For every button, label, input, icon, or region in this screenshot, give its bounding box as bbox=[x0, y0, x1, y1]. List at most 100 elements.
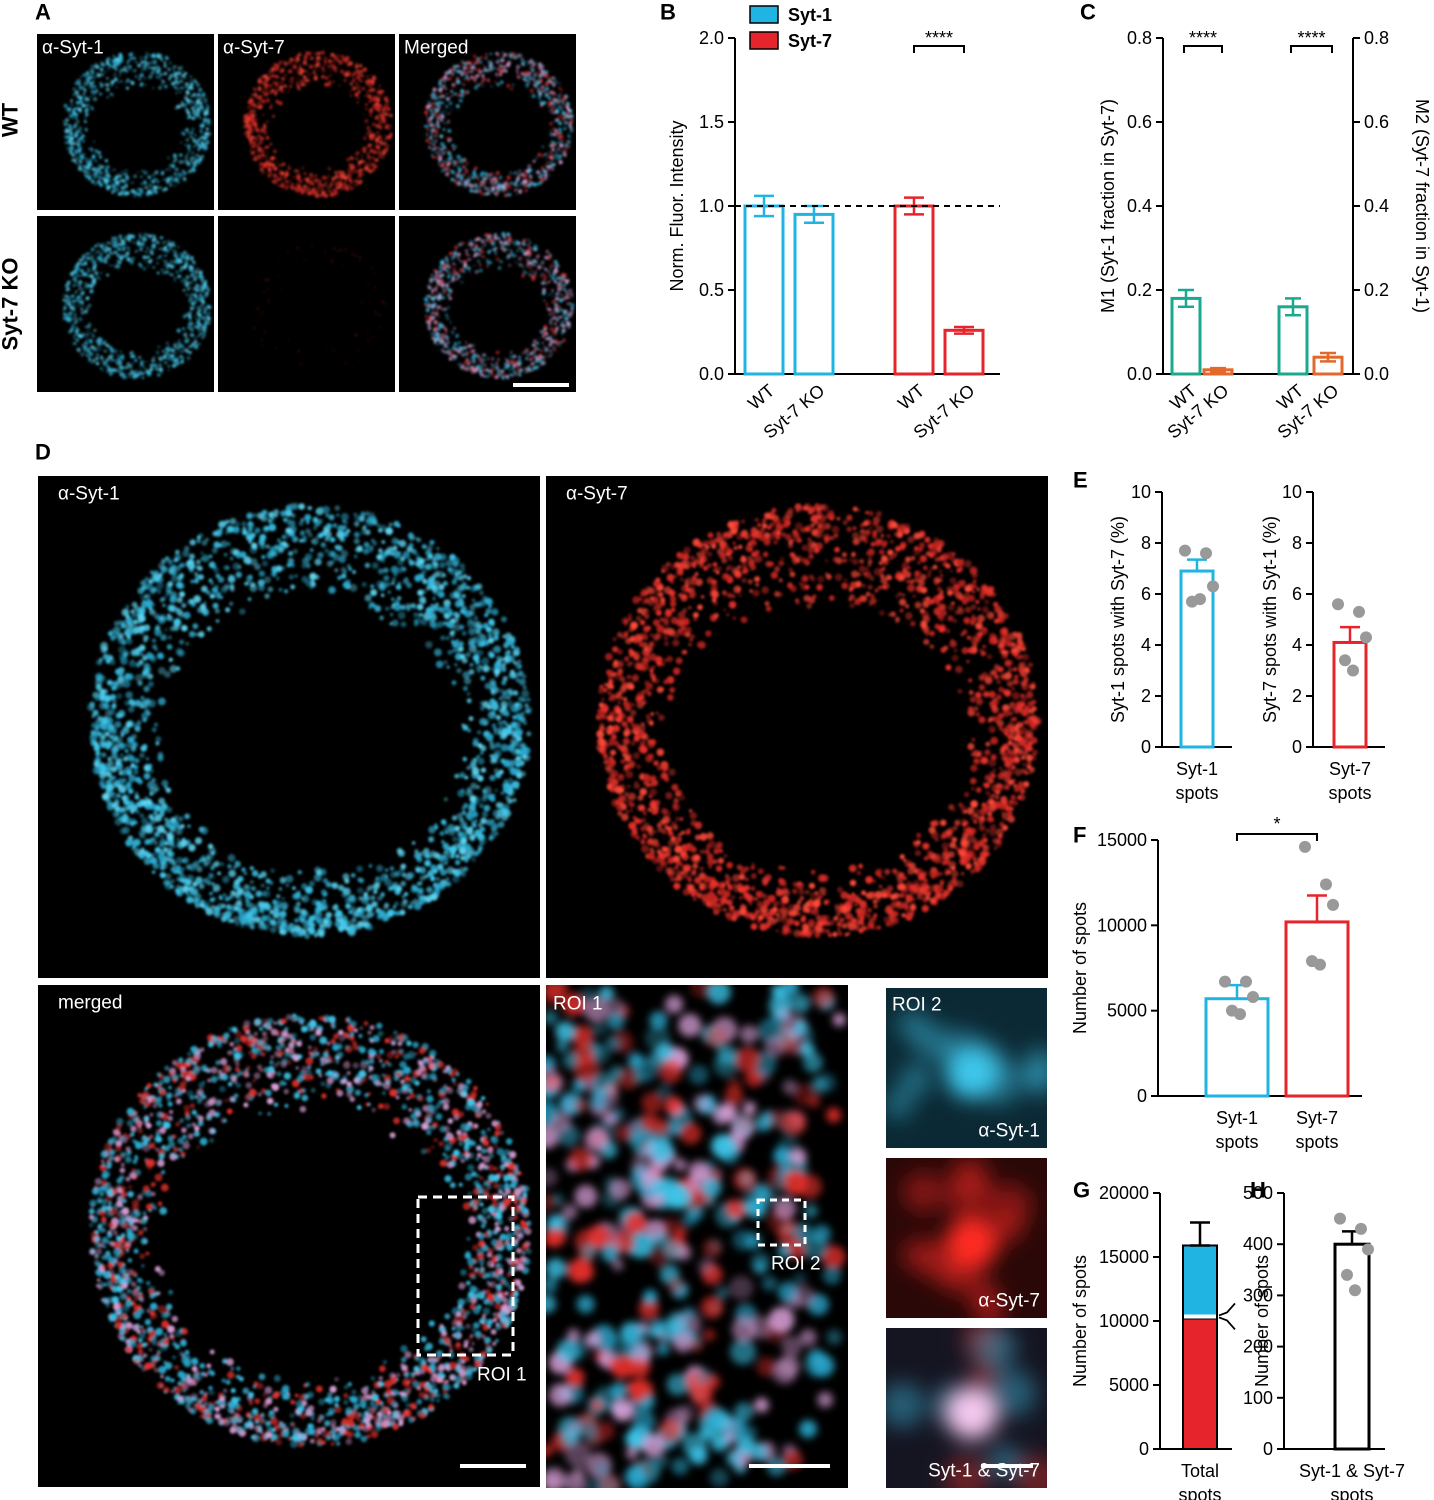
spot bbox=[166, 263, 171, 268]
spot bbox=[97, 167, 101, 171]
spot bbox=[549, 263, 554, 268]
spot bbox=[143, 857, 152, 866]
spot bbox=[165, 168, 168, 171]
spot bbox=[372, 134, 376, 139]
spot bbox=[538, 348, 541, 351]
spot bbox=[478, 358, 483, 363]
spot bbox=[452, 267, 457, 272]
spot bbox=[505, 182, 510, 187]
spot bbox=[170, 264, 175, 269]
spot bbox=[99, 74, 102, 77]
spot bbox=[400, 880, 407, 887]
spot bbox=[118, 69, 123, 74]
spot bbox=[557, 141, 560, 144]
spot bbox=[156, 373, 161, 377]
spot bbox=[365, 103, 368, 106]
spot bbox=[565, 296, 570, 300]
spot bbox=[203, 320, 206, 322]
spot bbox=[571, 303, 575, 307]
spot bbox=[368, 146, 371, 149]
spot bbox=[338, 55, 342, 58]
spot bbox=[299, 250, 302, 253]
spot bbox=[544, 93, 549, 98]
spot bbox=[440, 87, 444, 91]
spot bbox=[70, 103, 74, 106]
spot bbox=[318, 186, 321, 189]
spot bbox=[265, 136, 270, 140]
spot bbox=[111, 354, 114, 357]
spot bbox=[543, 164, 546, 167]
spot bbox=[491, 186, 495, 191]
spot bbox=[499, 175, 503, 179]
spot bbox=[555, 154, 560, 158]
spot bbox=[525, 178, 529, 182]
spot bbox=[307, 79, 310, 82]
spot bbox=[381, 118, 385, 122]
spot bbox=[463, 184, 466, 188]
spot bbox=[331, 176, 336, 181]
spot bbox=[466, 345, 469, 347]
spot bbox=[509, 240, 513, 244]
spot bbox=[273, 66, 276, 70]
spot bbox=[376, 144, 379, 147]
spot bbox=[380, 90, 383, 93]
spot bbox=[440, 307, 444, 311]
spot bbox=[141, 169, 145, 173]
spot bbox=[540, 105, 543, 108]
spot bbox=[148, 184, 152, 187]
spot bbox=[256, 275, 259, 278]
spot bbox=[271, 179, 275, 183]
spot bbox=[381, 300, 383, 302]
spot bbox=[449, 161, 452, 164]
spot bbox=[105, 171, 108, 175]
spot bbox=[428, 141, 431, 145]
spot bbox=[447, 293, 451, 297]
spot bbox=[560, 108, 563, 111]
spot bbox=[91, 107, 94, 111]
spot bbox=[185, 138, 190, 142]
spot bbox=[533, 263, 536, 267]
spot bbox=[310, 176, 314, 180]
spot bbox=[97, 171, 99, 174]
spot bbox=[454, 245, 458, 249]
spot bbox=[133, 374, 138, 379]
spot bbox=[426, 118, 430, 122]
spot bbox=[194, 134, 197, 137]
spot bbox=[166, 57, 169, 60]
spot bbox=[98, 173, 100, 176]
spot bbox=[485, 55, 488, 59]
spot bbox=[257, 307, 260, 310]
spot bbox=[204, 280, 207, 283]
spot bbox=[485, 180, 488, 183]
spot bbox=[354, 184, 357, 187]
spot bbox=[500, 58, 503, 62]
spot bbox=[287, 87, 290, 90]
spot bbox=[488, 619, 493, 623]
spot bbox=[350, 60, 353, 64]
spot bbox=[109, 347, 113, 350]
spot bbox=[317, 183, 320, 186]
spot bbox=[137, 242, 142, 247]
spot bbox=[80, 76, 82, 78]
spot bbox=[80, 307, 83, 311]
spot bbox=[106, 241, 109, 244]
spot bbox=[462, 269, 466, 274]
spot bbox=[148, 61, 152, 65]
spot bbox=[563, 273, 567, 278]
spot bbox=[179, 76, 182, 78]
spot bbox=[460, 366, 463, 370]
spot bbox=[86, 274, 90, 278]
spot bbox=[90, 68, 95, 72]
spot bbox=[539, 180, 543, 184]
spot bbox=[445, 255, 448, 257]
spot bbox=[164, 187, 168, 191]
spot bbox=[435, 134, 438, 137]
spot bbox=[87, 329, 90, 332]
spot bbox=[539, 275, 542, 278]
spot bbox=[281, 171, 285, 175]
spot bbox=[178, 160, 183, 164]
spot bbox=[470, 247, 473, 250]
spot bbox=[329, 74, 332, 77]
spot bbox=[144, 60, 148, 64]
spot bbox=[113, 236, 118, 240]
